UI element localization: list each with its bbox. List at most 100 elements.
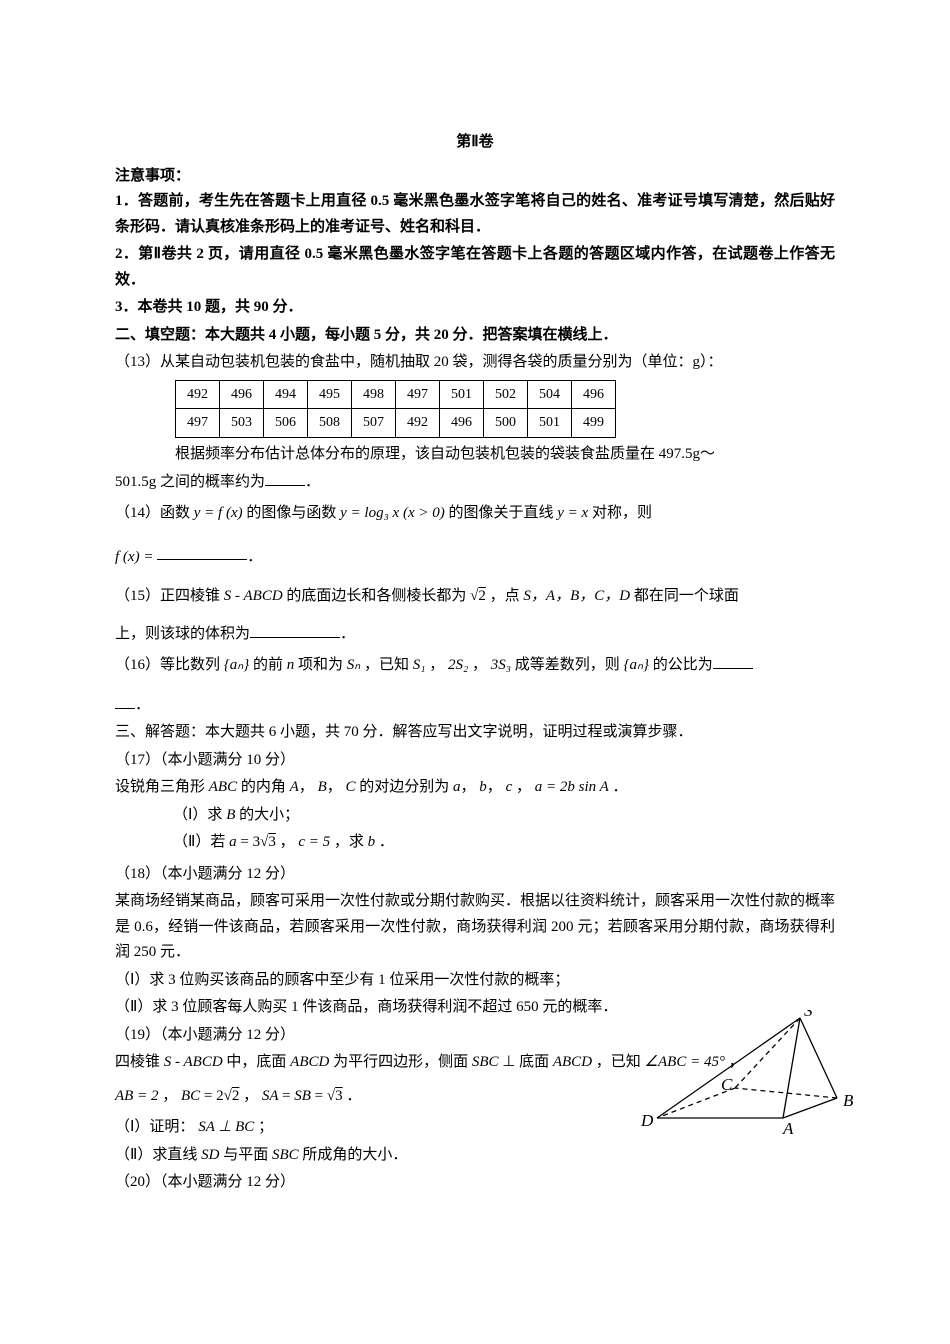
q15-sabcd: S - ABCD (224, 588, 283, 604)
cell: 494 (264, 380, 308, 409)
q20-title: （20）（本小题满分 12 分） (115, 1170, 835, 1196)
part-title: 第Ⅱ卷 (115, 130, 835, 156)
cell: 504 (528, 380, 572, 409)
q14-log: y = log₃ x (x > 0) (340, 505, 445, 521)
q17-vc: C (346, 779, 356, 795)
q19-ii: （Ⅱ）求直线 SD 与平面 SBC 所成角的大小． (115, 1143, 835, 1169)
cell: 496 (220, 380, 264, 409)
q15-c: ，点 (490, 588, 524, 604)
q13-after-a: 根据频率分布估计总体分布的原理，该自动包装机包装的袋装食盐质量在 497.5g～ (115, 442, 835, 468)
cell: 506 (264, 409, 308, 438)
q16-s3: 3S₃ (491, 657, 511, 673)
q15-sqrt2: √2 (470, 588, 486, 604)
cell: 507 (352, 409, 396, 438)
q15-f: ． (340, 626, 355, 642)
blank-fill (115, 694, 135, 709)
q14-fx-line: f (x) = ． (115, 545, 835, 571)
q19-sasb: SA = SB = √3 (262, 1088, 343, 1104)
q17-i: （Ⅰ）求 B 的大小； (115, 803, 835, 829)
cell: 497 (396, 380, 440, 409)
q13-intro: （13）从某自动包装机包装的食盐中，随机抽取 20 袋，测得各袋的质量分别为（单… (115, 350, 835, 376)
svg-text:A: A (782, 1119, 794, 1138)
q17-b: 的内角 (241, 779, 290, 795)
cell: 501 (528, 409, 572, 438)
q14-yx: y = x (557, 505, 588, 521)
q16-c: 项和为 (298, 657, 347, 673)
q19-ab: AB = 2 (115, 1088, 158, 1104)
q17-va: A (290, 779, 299, 795)
q16-comma2: ， (472, 657, 487, 673)
q16-comma1: ， (429, 657, 444, 673)
svg-text:C: C (721, 1075, 733, 1094)
q17-iia: a = 3√3 (229, 834, 276, 850)
q19-bc: BC = 2√2 (181, 1088, 239, 1104)
table-row: 492 496 494 495 498 497 501 502 504 496 (176, 380, 616, 409)
q17-ii: （Ⅱ）若 a = 3√3 ， c = 5 ，求 b ． (115, 830, 835, 856)
section-2-heading: 二、填空题：本大题共 4 小题，每小题 5 分，共 20 分．把答案填在横线上． (115, 323, 835, 349)
cell: 492 (176, 380, 220, 409)
svg-text:D: D (640, 1111, 654, 1130)
q16-line2: ． (115, 693, 835, 719)
blank-fill (157, 545, 247, 560)
q16-n: n (287, 657, 295, 673)
q16-s1: S₁ (413, 657, 426, 673)
q16-a: （16）等比数列 (115, 657, 224, 673)
q13-after-c: ． (305, 474, 320, 490)
q15-e: 上，则该球的体积为 (115, 626, 250, 642)
section-3-heading: 三、解答题：本大题共 6 小题，共 70 分．解答应写出文字说明，证明过程或演算… (115, 720, 835, 746)
q14-a: （14）函数 (115, 505, 194, 521)
q14-d: 对称，则 (592, 505, 652, 521)
notice-label: 注意事项： (115, 164, 835, 190)
q15-a: （15）正四棱锥 (115, 588, 224, 604)
cell: 497 (176, 409, 220, 438)
notice-item-3: 3．本卷共 10 题，共 90 分． (115, 295, 835, 321)
q17-a: 设锐角三角形 (115, 779, 209, 795)
q13-table: 492 496 494 495 498 497 501 502 504 496 … (175, 380, 616, 439)
q15-points: S，A，B，C，D (523, 588, 630, 604)
q18-body: 某商场经销某商品，顾客可采用一次性付款或分期付款购买．根据以往资料统计，顾客采用… (115, 889, 835, 966)
cell: 502 (484, 380, 528, 409)
cell: 495 (308, 380, 352, 409)
cell: 496 (572, 380, 616, 409)
q17-abc: ABC (209, 779, 237, 795)
svg-text:S: S (804, 1010, 813, 1020)
q17-body: 设锐角三角形 ABC 的内角 A， B， C 的对边分别为 a， b， c ， … (115, 775, 835, 801)
cell: 496 (440, 409, 484, 438)
q14-c: 的图像关于直线 (448, 505, 557, 521)
q16-an1: {aₙ} (224, 657, 249, 673)
notice-item-1: 1．答题前，考生先在答题卡上用直径 0.5 毫米黑色墨水签字笔将自己的姓名、准考… (115, 189, 835, 240)
q15-b: 的底面边长和各侧棱长都为 (286, 588, 470, 604)
cell: 499 (572, 409, 616, 438)
cell: 498 (352, 380, 396, 409)
q18-i: （Ⅰ）求 3 位购买该商品的顾客中至少有 1 位采用一次性付款的概率； (115, 968, 835, 994)
svg-text:B: B (843, 1091, 854, 1110)
q14-fx: f (x) = (115, 549, 157, 565)
q15-d: 都在同一个球面 (634, 588, 739, 604)
q17-c: 的对边分别为 (359, 779, 453, 795)
cell: 501 (440, 380, 484, 409)
q14-yfx: y = f (x) (194, 505, 243, 521)
q16-s2: 2S₂ (448, 657, 468, 673)
q16-d: ，已知 (364, 657, 413, 673)
q14-line: （14）函数 y = f (x) 的图像与函数 y = log₃ x (x > … (115, 501, 835, 527)
q17-vb: B (318, 779, 327, 795)
cell: 508 (308, 409, 352, 438)
q14-b: 的图像与函数 (246, 505, 340, 521)
q16-b: 的前 (253, 657, 287, 673)
q16-sn: Sₙ (347, 657, 360, 673)
q16-g: ． (135, 697, 150, 713)
q17-iic: c = 5 (298, 834, 330, 850)
pyramid-diagram: S A B C D (625, 1010, 855, 1140)
cell: 492 (396, 409, 440, 438)
cell: 500 (484, 409, 528, 438)
q15-line2: 上，则该球的体积为 ． (115, 622, 835, 648)
q16-line1: （16）等比数列 {aₙ} 的前 n 项和为 Sₙ ，已知 S₁ ， 2S₂ ，… (115, 653, 835, 679)
notice-item-2: 2．第Ⅱ卷共 2 页，请用直径 0.5 毫米黑色墨水签字笔在答题卡上各题的答题区… (115, 242, 835, 293)
q15-line1: （15）正四棱锥 S - ABCD 的底面边长和各侧棱长都为 √2 ，点 S，A… (115, 584, 835, 610)
q16-an2: {aₙ} (623, 657, 648, 673)
q17-title: （17）（本小题满分 10 分） (115, 748, 835, 774)
q16-f: 的公比为 (653, 657, 713, 673)
q16-e: 成等差数列，则 (515, 657, 624, 673)
blank-fill (265, 471, 305, 486)
blank-fill (713, 654, 753, 669)
